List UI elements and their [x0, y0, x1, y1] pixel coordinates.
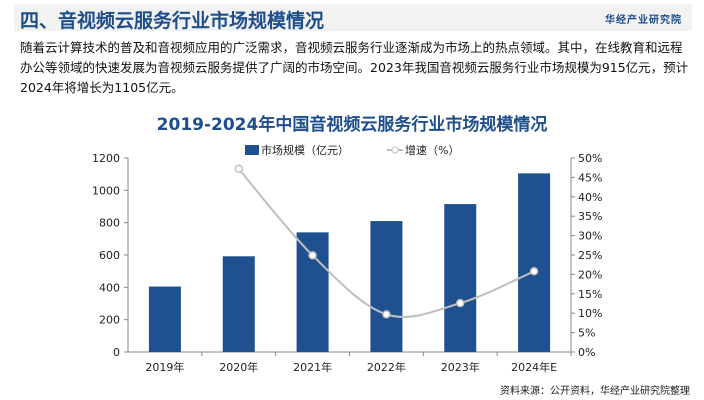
growth-point	[456, 298, 465, 308]
bar	[370, 221, 403, 352]
x-tick-label: 2023年	[441, 360, 480, 374]
x-tick-label: 2021年	[293, 360, 332, 374]
growth-point	[234, 164, 243, 174]
legend-line-marker	[391, 146, 399, 154]
right-tick-label: 30%	[578, 230, 602, 243]
left-tick-label: 800	[99, 217, 120, 230]
left-tick-label: 400	[99, 281, 120, 294]
legend-line-label: 增速（%）	[405, 143, 459, 157]
growth-point	[382, 310, 391, 319]
left-tick-label: 0	[113, 346, 120, 359]
intro-paragraph: 随着云计算技术的普及和音视频应用的广泛需求，音视频云服务行业逐渐成为市场上的热点…	[20, 40, 689, 95]
chart-title: 2019-2024年中国音视频云服务行业市场规模情况	[156, 115, 548, 135]
right-tick-label: 25%	[578, 249, 602, 262]
x-tick-label: 2022年	[367, 360, 406, 374]
header-bar: 四、音视频云服务行业市场规模情况 华经产业研究院	[14, 4, 692, 32]
right-tick-label: 0%	[578, 346, 595, 359]
source-note: 资料来源：公开资料，华经产业研究院整理	[500, 386, 690, 397]
right-tick-label: 5%	[578, 327, 595, 340]
right-tick-label: 20%	[578, 268, 602, 281]
bar	[518, 173, 551, 352]
legend-bar-swatch	[245, 145, 259, 155]
section-title: 四、音视频云服务行业市场规模情况	[20, 10, 325, 32]
right-tick-label: 50%	[578, 152, 602, 165]
bar	[444, 204, 477, 352]
x-tick-label: 2019年	[145, 360, 184, 374]
left-tick-label: 1200	[92, 152, 120, 165]
right-tick-label: 10%	[578, 307, 602, 320]
right-tick-label: 15%	[578, 288, 602, 301]
left-tick-label: 1000	[92, 184, 120, 197]
bar	[296, 232, 329, 352]
left-tick-label: 600	[99, 249, 120, 262]
right-tick-label: 35%	[578, 210, 602, 223]
bar	[148, 286, 181, 352]
bar	[222, 256, 255, 352]
right-tick-label: 40%	[578, 191, 602, 204]
brand-logo: 华经产业研究院	[605, 15, 682, 26]
growth-point	[308, 251, 317, 260]
growth-point	[529, 267, 539, 276]
left-tick-label: 200	[99, 314, 120, 327]
legend-bar-label: 市场规模（亿元）	[261, 143, 349, 157]
x-tick-label: 2020年	[219, 360, 258, 374]
right-tick-label: 45%	[578, 171, 602, 184]
x-tick-label: 2024年E	[511, 360, 557, 374]
